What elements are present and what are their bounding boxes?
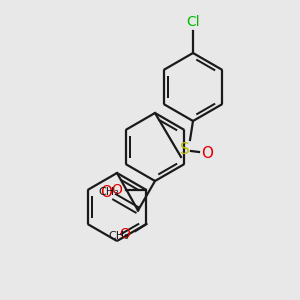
Text: O: O bbox=[100, 185, 112, 200]
Text: S: S bbox=[180, 142, 190, 157]
Text: O: O bbox=[120, 227, 130, 241]
Text: O: O bbox=[112, 183, 122, 197]
Text: Cl: Cl bbox=[186, 15, 200, 29]
Text: CH₃: CH₃ bbox=[98, 187, 119, 197]
Text: CH₃: CH₃ bbox=[109, 231, 129, 241]
Text: O: O bbox=[201, 146, 213, 160]
